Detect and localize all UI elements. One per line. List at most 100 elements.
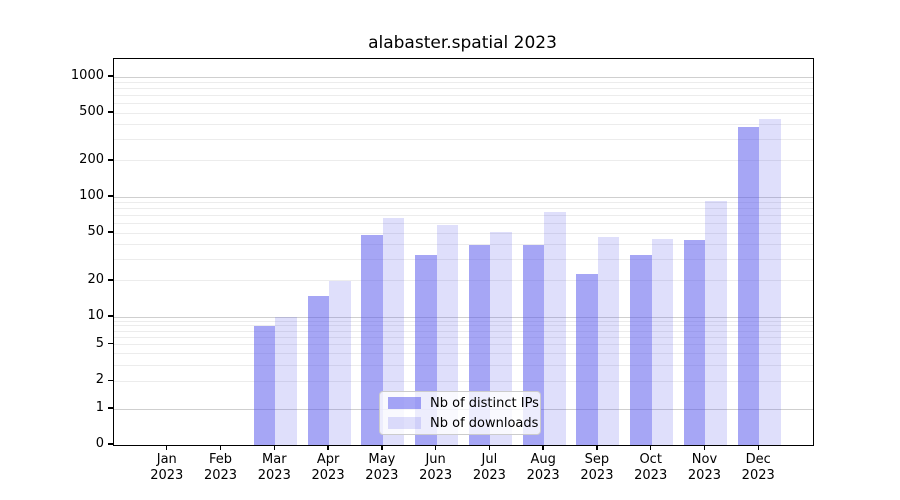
x-tick-mark-sep: [596, 445, 598, 451]
x-tick-mark-jul: [488, 445, 491, 451]
gridline-800: [114, 88, 813, 90]
gridline-900: [114, 81, 813, 83]
x-tick-label-feb: Feb 2023: [191, 452, 251, 484]
legend-swatch-nb-of-downloads: [388, 417, 421, 429]
x-tick-month: Mar: [262, 452, 287, 467]
gridline-30: [114, 259, 813, 261]
chart-title: alabaster.spatial 2023: [368, 33, 557, 53]
y-tick-mark-5: [108, 342, 113, 345]
x-tick-month: Dec: [745, 452, 771, 467]
gridline-400: [114, 124, 813, 126]
x-tick-month: Nov: [691, 452, 718, 467]
gridline-20: [114, 280, 813, 282]
x-tick-year: 2023: [257, 468, 291, 483]
x-tick-label-mar: Mar 2023: [244, 452, 304, 484]
x-tick-year: 2023: [365, 468, 399, 483]
bar-nb-of-downloads-jun: [436, 225, 459, 445]
x-tick-month: Jun: [425, 452, 446, 467]
x-tick-mark-feb: [219, 445, 222, 451]
x-tick-mark-mar: [273, 445, 275, 451]
x-tick-mark-apr: [327, 445, 329, 451]
x-tick-label-dec: Dec 2023: [728, 452, 788, 484]
bar-nb-of-downloads-aug: [544, 211, 566, 445]
y-tick-label-10: 10: [87, 308, 104, 323]
y-tick-mark-200: [108, 159, 113, 161]
x-tick-label-jan: Jan 2023: [137, 452, 197, 484]
x-tick-year: 2023: [526, 468, 560, 483]
bar-nb-of-distinct-ips-nov: [683, 239, 706, 445]
y-tick-label-5: 5: [95, 335, 104, 351]
x-tick-month: Oct: [639, 452, 662, 467]
gridline-300: [114, 139, 813, 141]
x-tick-month: May: [368, 452, 396, 467]
gridline-80: [114, 208, 813, 210]
y-tick-mark-50: [108, 231, 113, 233]
y-tick-label-500: 500: [79, 104, 104, 120]
y-tick-label-2: 2: [95, 372, 104, 388]
legend-row-nb-of-downloads: Nb of downloads: [388, 416, 538, 431]
x-tick-mark-dec: [757, 445, 759, 451]
legend-swatch-nb-of-distinct-ips: [388, 397, 421, 409]
y-tick-label-0: 0: [95, 436, 104, 451]
bar-nb-of-downloads-oct: [651, 238, 674, 445]
x-tick-month: Feb: [209, 452, 233, 467]
legend-label-nb-of-distinct-ips: Nb of distinct IPs: [430, 395, 539, 411]
x-tick-month: Jul: [481, 452, 498, 467]
gridline-200: [114, 160, 813, 162]
gridline-6: [114, 336, 813, 338]
x-tick-label-jul: Jul 2023: [459, 452, 519, 484]
gridline-100: [114, 196, 813, 198]
x-tick-label-oct: Oct 2023: [621, 452, 681, 484]
gridline-5: [114, 344, 813, 346]
gridline-1000: [114, 76, 813, 78]
bar-nb-of-downloads-sep: [597, 237, 620, 445]
x-tick-year: 2023: [741, 468, 775, 483]
gridline-3: [114, 364, 813, 366]
y-tick-mark-0: [108, 443, 113, 445]
x-tick-year: 2023: [580, 468, 614, 483]
x-tick-label-sep: Sep 2023: [567, 452, 627, 484]
gridline-700: [114, 95, 813, 97]
x-tick-year: 2023: [419, 468, 453, 483]
gridline-600: [114, 103, 813, 105]
x-tick-year: 2023: [150, 468, 184, 483]
bar-nb-of-downloads-nov: [705, 200, 727, 445]
bar-nb-of-downloads-may: [382, 217, 405, 445]
bar-nb-of-distinct-ips-oct: [630, 254, 652, 445]
x-tick-mark-aug: [542, 445, 544, 451]
x-tick-label-nov: Nov 2023: [674, 452, 734, 484]
x-tick-label-may: May 2023: [352, 452, 412, 484]
gridline-9: [114, 320, 813, 322]
gridline-70: [114, 215, 813, 217]
gridline-4: [114, 353, 813, 355]
legend-label-nb-of-downloads: Nb of downloads: [430, 415, 539, 431]
x-tick-label-jun: Jun 2023: [406, 452, 466, 484]
bar-nb-of-distinct-ips-apr: [307, 295, 330, 445]
y-tick-mark-2: [108, 379, 113, 381]
bar-nb-of-downloads-apr: [329, 280, 351, 445]
x-tick-label-aug: Aug 2023: [513, 452, 573, 484]
y-tick-label-50: 50: [87, 224, 104, 240]
x-tick-label-apr: Apr 2023: [298, 452, 358, 484]
bar-nb-of-distinct-ips-may: [361, 235, 383, 445]
x-tick-month: Apr: [316, 452, 340, 467]
x-tick-month: Aug: [530, 452, 556, 467]
x-tick-month: Sep: [584, 452, 610, 467]
y-tick-mark-10: [108, 315, 113, 317]
legend-row-nb-of-distinct-ips: Nb of distinct IPs: [388, 396, 539, 411]
bar-nb-of-distinct-ips-mar: [253, 325, 276, 445]
gridline-2: [114, 380, 813, 382]
bar-nb-of-downloads-dec: [759, 118, 781, 445]
gridline-7: [114, 330, 813, 332]
x-tick-mark-jun: [434, 445, 437, 451]
x-tick-mark-oct: [649, 445, 652, 451]
bar-nb-of-downloads-mar: [275, 317, 297, 445]
x-tick-year: 2023: [634, 468, 668, 483]
x-tick-mark-nov: [703, 445, 706, 451]
y-tick-mark-500: [108, 111, 113, 113]
y-tick-label-200: 200: [79, 151, 104, 167]
y-tick-label-1: 1: [95, 400, 104, 415]
x-tick-year: 2023: [472, 468, 506, 483]
y-tick-label-20: 20: [87, 271, 104, 287]
x-tick-mark-may: [381, 445, 383, 451]
